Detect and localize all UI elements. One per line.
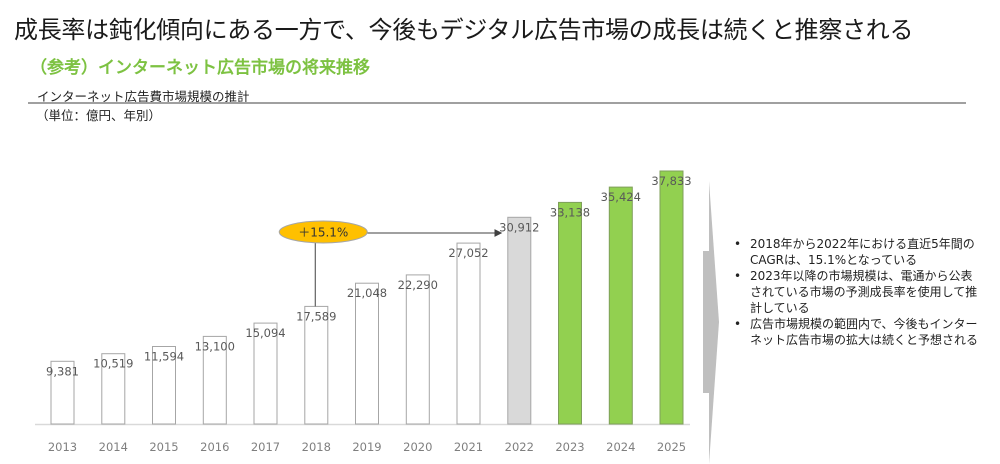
x-tick-2020: 2020 <box>403 440 432 454</box>
note-text: 2018年から2022年における直近5年間のCAGRは、15.1%となっている <box>750 237 975 267</box>
chart-title: インターネット広告費市場規模の推計 <box>37 89 250 104</box>
x-tick-labels-group: 2013 2014 2015 2016 2017 2018 2019 2020 2021 2022… <box>48 440 686 454</box>
value-label-2016: 13,100 <box>195 339 235 353</box>
value-label-2023: 33,138 <box>550 205 590 219</box>
bar-2022 <box>507 216 532 425</box>
chevron-right-icon <box>709 181 719 464</box>
bar-2014 <box>101 353 126 425</box>
bullet-icon: • <box>734 269 742 283</box>
value-label-2014: 10,519 <box>93 357 133 371</box>
bar-2013 <box>50 360 75 425</box>
value-label-2024: 35,424 <box>601 190 641 204</box>
value-label-2017: 15,094 <box>245 326 285 340</box>
note-item: • 2018年から2022年における直近5年間のCAGRは、15.1%となっている <box>732 236 982 268</box>
subtitle: （参考）インターネット広告市場の将来推移 <box>30 58 370 78</box>
bar-2023 <box>558 201 582 425</box>
bar-2016 <box>202 335 227 425</box>
value-label-2021: 27,052 <box>448 246 488 260</box>
bar-2021 <box>456 242 481 425</box>
bar-2017 <box>253 322 278 425</box>
x-tick-2015: 2015 <box>149 440 178 454</box>
cagr-annotation: ＋15.1% <box>278 220 503 307</box>
x-tick-2022: 2022 <box>505 440 534 454</box>
value-label-2019: 21,048 <box>347 286 387 300</box>
headline: 成長率は鈍化傾向にある一方で、今後もデジタル広告市場の成長は続くと推察される <box>14 16 914 44</box>
value-label-2020: 22,290 <box>398 278 438 292</box>
x-tick-2019: 2019 <box>352 440 381 454</box>
title-divider <box>28 102 966 104</box>
value-label-2022: 30,912 <box>499 220 539 234</box>
x-tick-2018: 2018 <box>302 440 331 454</box>
note-text: 2023年以降の市場規模は、電通から公表されている市場の予測成長率を使用して推計… <box>750 269 978 315</box>
cagr-badge <box>278 220 368 244</box>
arrow-shaft <box>703 251 711 393</box>
bars-group <box>50 170 684 425</box>
x-tick-2014: 2014 <box>99 440 128 454</box>
bar-2020 <box>405 274 430 425</box>
x-tick-2013: 2013 <box>48 440 77 454</box>
bar-2025 <box>659 170 684 425</box>
value-label-2013: 9,381 <box>46 364 79 378</box>
x-tick-2025: 2025 <box>657 440 686 454</box>
note-item: • 広告市場規模の範囲内で、今後もインターネット広告市場の拡大は続くと予想される <box>732 316 982 348</box>
bar-2019 <box>355 282 379 425</box>
x-tick-2023: 2023 <box>555 440 584 454</box>
unit-label: （単位：億円、年別） <box>36 108 162 123</box>
value-label-2018: 17,589 <box>296 309 336 323</box>
value-label-2025: 37,833 <box>651 174 691 188</box>
bar-2024 <box>608 186 633 425</box>
x-tick-2021: 2021 <box>454 440 483 454</box>
bullet-icon: • <box>734 317 742 331</box>
notes-list: • 2018年から2022年における直近5年間のCAGRは、15.1%となっている… <box>732 236 982 348</box>
value-label-2015: 11,594 <box>144 350 184 364</box>
note-item: • 2023年以降の市場規模は、電通から公表されている市場の予測成長率を使用して推… <box>732 268 982 316</box>
bullet-icon: • <box>734 237 742 251</box>
cagr-badge-text: ＋15.1% <box>298 226 348 240</box>
bar-2018 <box>304 305 329 425</box>
note-text: 広告市場規模の範囲内で、今後もインターネット広告市場の拡大は続くと予想される <box>750 317 979 347</box>
value-labels-group: 9,381 10,519 11,594 13,100 15,094 17,589 21,04… <box>46 174 692 378</box>
bar-2015 <box>152 346 176 425</box>
x-tick-2016: 2016 <box>200 440 229 454</box>
x-tick-2024: 2024 <box>606 440 635 454</box>
x-tick-2017: 2017 <box>251 440 280 454</box>
transition-arrow <box>703 181 719 464</box>
